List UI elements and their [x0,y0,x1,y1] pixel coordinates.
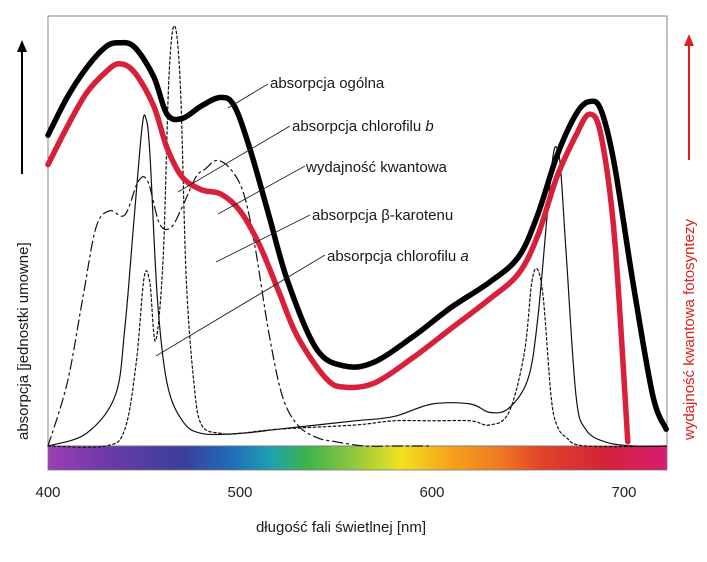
annotation-text: absorpcja chlorofilu [292,118,425,135]
annotation-italic: b [425,118,433,135]
leader-line-wydajnosc [217,165,306,215]
annotation-text: absorpcja ogólna [270,75,385,92]
tick-label-x-0: 400 [35,484,60,501]
annotation-absorpcja-chlorofilu-a: absorpcja chlorofilu a [327,248,469,265]
annotation-wydajnosc-kwantowa: wydajność kwantowa [305,159,448,176]
annotation-text: absorpcja chlorofilu [327,248,460,265]
annotation-absorpcja-ogolna: absorpcja ogólna [270,75,385,92]
y-axis-title-left: absorpcja [jednostki umowne] [15,242,32,440]
y-axis-title-right: wydajność kwantowa fotosyntezy [681,219,698,441]
tick-label-x-3: 700 [611,484,636,501]
leader-lines [155,83,326,357]
series-line-absorpcja-beta-karotenu [47,159,433,447]
series-line-wydajnosc-kwantowa [45,61,631,445]
right-axis-arrowhead [684,34,694,46]
left-axis-arrowhead [17,40,27,52]
leader-line-chlorofil-b [177,125,291,193]
tick-label-x-2: 600 [419,484,444,501]
series-layer [45,25,669,448]
spectrum-bar [47,445,668,471]
annotation-absorpcja-karotenu: absorpcja β-karotenu [312,207,453,224]
series-line-absorpcja-ogolna [45,39,669,432]
leader-line-ogolna [227,83,269,109]
annotation-text: absorpcja β-karotenu [312,207,453,224]
annotation-absorpcja-chlorofilu-b: absorpcja chlorofilu b [292,118,434,135]
series-line-absorpcja-chlorofilu-a [47,114,667,447]
x-axis-title: długość fali świetlnej [nm] [256,519,426,536]
leader-line-karoten [215,214,311,263]
tick-label-x-1: 500 [227,484,252,501]
leader-line-chlorofil-a [155,254,326,357]
annotation-text: wydajność kwantowa [305,159,448,176]
annotation-italic: a [460,248,468,265]
